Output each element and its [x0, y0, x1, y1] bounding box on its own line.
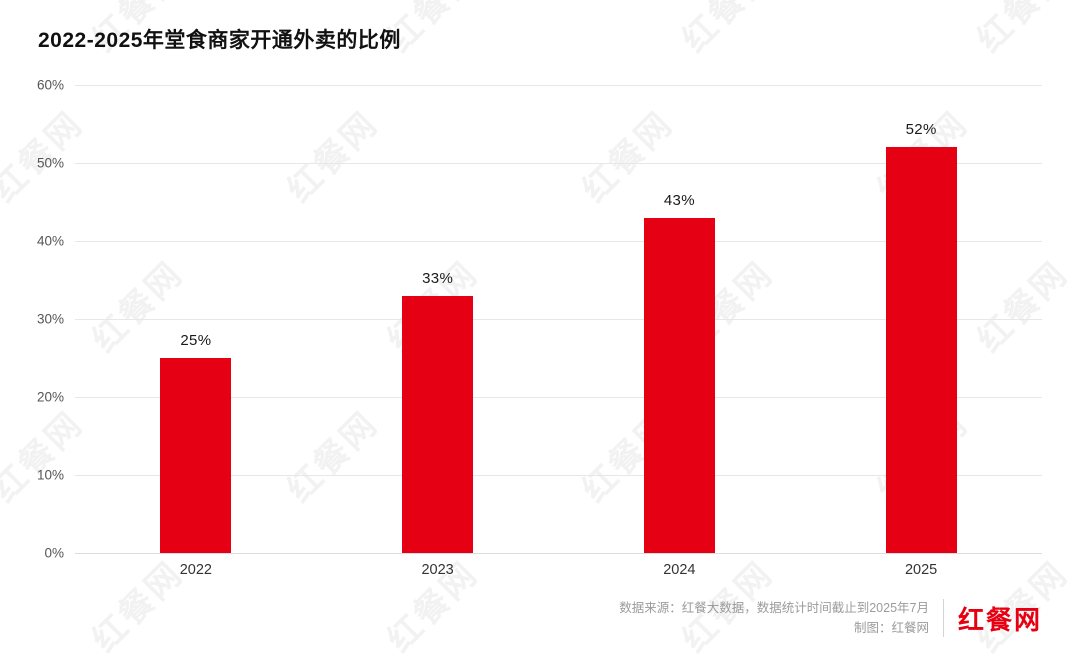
- y-tick-label: 60%: [36, 77, 64, 93]
- bars-container: 25% 33% 43% 52%: [75, 85, 1042, 553]
- bar-2022: [160, 358, 232, 553]
- watermark-text: 红餐网: [675, 0, 781, 60]
- bar-value-label: 43%: [663, 191, 695, 209]
- bar-group-2025: 52%: [800, 85, 1042, 553]
- bar-group-2022: 25%: [75, 85, 317, 553]
- bar-group-2023: 33%: [317, 85, 559, 553]
- y-tick-label: 10%: [36, 467, 64, 483]
- brand-logo: 红餐网: [957, 604, 1042, 635]
- x-tick-label: 2022: [179, 562, 212, 578]
- gridline: 10%: [37, 468, 1042, 483]
- data-source-text: 数据来源：红餐大数据，数据统计时间截止到2025年7月: [619, 601, 929, 615]
- x-tick-label: 2024: [663, 562, 696, 578]
- bar-2024: [643, 217, 715, 553]
- y-tick-label: 30%: [36, 311, 64, 327]
- x-tick-label: 2023: [421, 562, 454, 578]
- gridline: 0%: [44, 546, 1042, 561]
- credit-text: 制图：红餐网: [853, 621, 929, 635]
- bar-value-label: 33%: [422, 269, 454, 287]
- bar-value-label: 25%: [180, 332, 212, 349]
- gridline: 30%: [37, 312, 1042, 327]
- bar-group-2024: 43%: [559, 85, 801, 553]
- y-tick-label: 0%: [44, 545, 64, 561]
- bar-value-label: 52%: [905, 121, 937, 139]
- chart-title: 2022-2025年堂食商家开通外卖的比例: [38, 29, 401, 52]
- gridline: 50%: [37, 156, 1042, 171]
- bar-2025: [885, 147, 957, 553]
- x-tick-label: 2025: [904, 562, 938, 578]
- gridline: 20%: [37, 390, 1042, 405]
- gridline: 60%: [37, 78, 1042, 93]
- bar-chart-plot-area: 60% 50% 40% 30% 20% 10% 0% 25% 33% 43% 52%: [37, 78, 1042, 561]
- y-tick-label: 20%: [36, 389, 64, 405]
- footer: 数据来源：红餐大数据，数据统计时间截止到2025年7月 制图：红餐网 红餐网: [619, 598, 1042, 638]
- y-tick-label: 40%: [36, 233, 64, 249]
- footer-text-block: 数据来源：红餐大数据，数据统计时间截止到2025年7月 制图：红餐网: [619, 598, 929, 638]
- watermark-text: 红餐网: [970, 0, 1076, 60]
- footer-divider: [942, 599, 944, 637]
- gridline: 40%: [37, 234, 1042, 249]
- x-axis-labels: 2022 2023 2024 2025: [75, 562, 1042, 578]
- y-tick-label: 50%: [36, 155, 64, 171]
- bar-2023: [402, 295, 474, 553]
